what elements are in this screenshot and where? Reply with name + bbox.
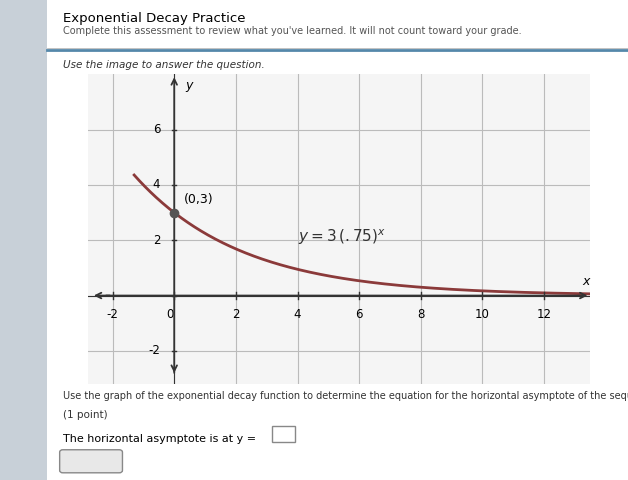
- Text: 2: 2: [153, 234, 160, 247]
- Text: -2: -2: [148, 344, 160, 357]
- Text: -2: -2: [107, 308, 119, 321]
- Text: y: y: [185, 79, 192, 92]
- Text: x: x: [582, 275, 590, 288]
- Text: Complete this assessment to review what you've learned. It will not count toward: Complete this assessment to review what …: [63, 26, 521, 36]
- Text: 4: 4: [294, 308, 301, 321]
- Text: The horizontal asymptote is at y =: The horizontal asymptote is at y =: [63, 434, 256, 444]
- Text: (0,3): (0,3): [183, 192, 213, 206]
- Text: Use the graph of the exponential decay function to determine the equation for th: Use the graph of the exponential decay f…: [63, 391, 628, 401]
- Text: 12: 12: [536, 308, 551, 321]
- Text: 8: 8: [417, 308, 425, 321]
- Text: 6: 6: [355, 308, 363, 321]
- Text: 10: 10: [475, 308, 490, 321]
- Text: 2: 2: [232, 308, 240, 321]
- Text: 0: 0: [166, 308, 173, 321]
- Text: Exponential Decay Practice: Exponential Decay Practice: [63, 12, 246, 25]
- Text: 6: 6: [153, 123, 160, 136]
- Text: $y = 3\,(.75)^x$: $y = 3\,(.75)^x$: [298, 228, 386, 247]
- Text: (1 point): (1 point): [63, 410, 107, 420]
- Text: Use the image to answer the question.: Use the image to answer the question.: [63, 60, 264, 70]
- Text: 4: 4: [153, 179, 160, 192]
